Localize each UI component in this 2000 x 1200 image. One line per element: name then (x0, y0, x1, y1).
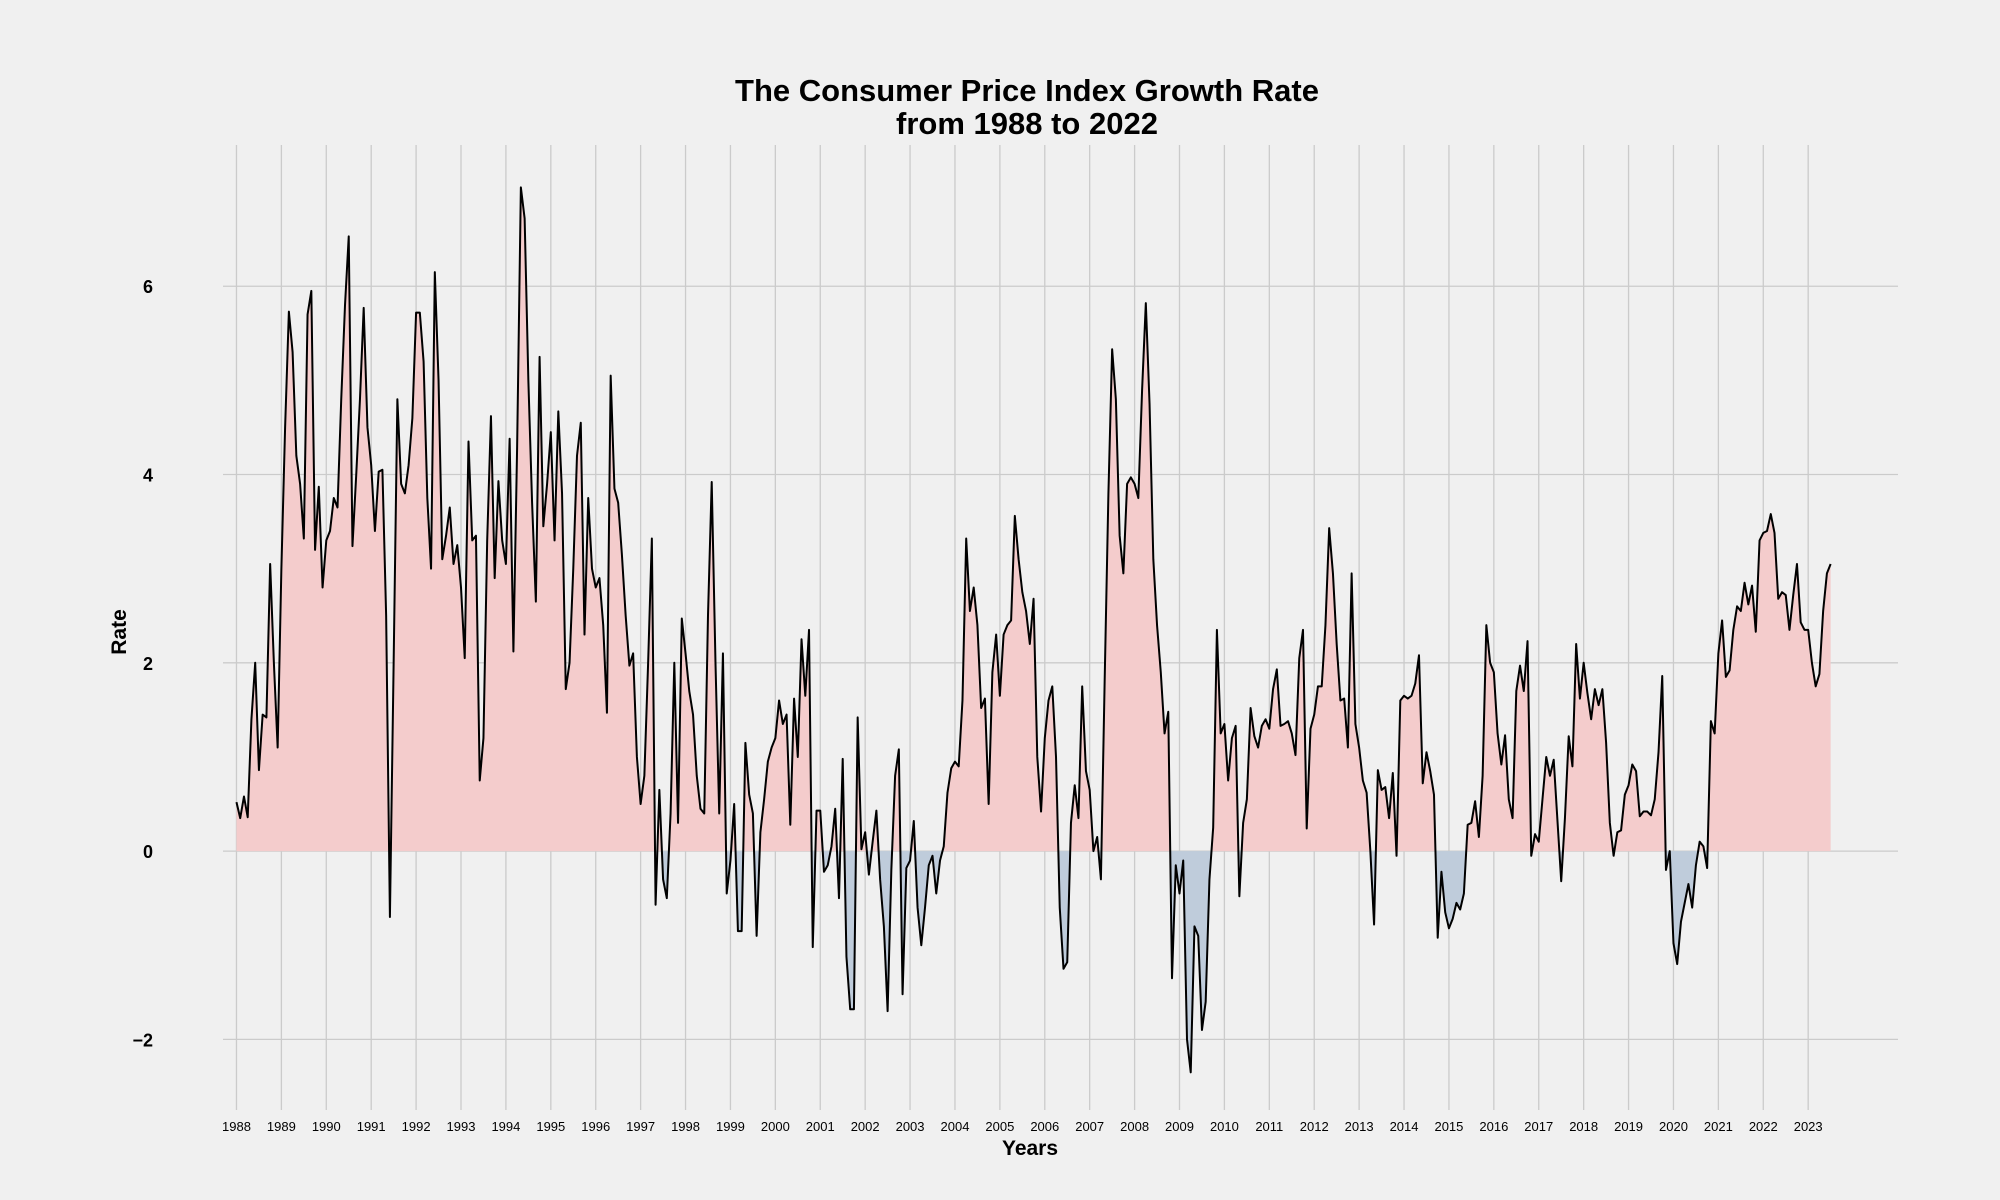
chart-title: The Consumer Price Index Growth Rate (735, 73, 1319, 108)
x-tick-label: 2006 (1030, 1119, 1059, 1134)
y-tick-labels: −2 0 2 4 6 (132, 277, 153, 1050)
x-tick-label: 1988 (222, 1119, 251, 1134)
y-axis-label: Rate (108, 609, 131, 655)
y-tick-label: −2 (132, 1030, 153, 1050)
x-tick-label: 2004 (941, 1119, 970, 1134)
positive-area-fill (236, 187, 1831, 852)
y-tick-label: 4 (143, 466, 153, 486)
x-tick-label: 2021 (1704, 1119, 1733, 1134)
x-tick-label: 2022 (1749, 1119, 1778, 1134)
x-tick-label: 1996 (581, 1119, 610, 1134)
x-tick-label: 2003 (896, 1119, 925, 1134)
x-tick-label: 2018 (1569, 1119, 1598, 1134)
x-tick-label: 1995 (536, 1119, 565, 1134)
x-tick-labels: 1988 1989 1990 1991 1992 1993 1994 1995 1996 1997… (222, 1119, 1823, 1134)
x-tick-label: 2016 (1479, 1119, 1508, 1134)
cpi-rate-line (235, 186, 1832, 1074)
x-tick-label: 1998 (671, 1119, 700, 1134)
y-tick-label: 2 (143, 654, 153, 674)
x-tick-label: 1991 (357, 1119, 386, 1134)
x-tick-label: 2005 (985, 1119, 1014, 1134)
x-tick-label: 2017 (1524, 1119, 1553, 1134)
x-tick-label: 2010 (1210, 1119, 1239, 1134)
x-tick-label: 1997 (626, 1119, 655, 1134)
x-tick-label: 1990 (312, 1119, 341, 1134)
x-tick-label: 2019 (1614, 1119, 1643, 1134)
x-tick-label: 1999 (716, 1119, 745, 1134)
y-tick-label: 6 (143, 277, 153, 297)
x-tick-label: 1992 (402, 1119, 431, 1134)
x-tick-label: 2001 (806, 1119, 835, 1134)
x-tick-label: 1989 (267, 1119, 296, 1134)
x-tick-label: 2015 (1434, 1119, 1463, 1134)
x-tick-label: 2011 (1255, 1119, 1283, 1134)
x-tick-label: 2009 (1165, 1119, 1194, 1134)
y-tick-label: 0 (143, 842, 153, 862)
x-tick-label: 1993 (447, 1119, 476, 1134)
x-tick-label: 2012 (1300, 1119, 1329, 1134)
x-tick-label: 1994 (491, 1119, 520, 1134)
chart-subtitle: from 1988 to 2022 (896, 106, 1158, 141)
x-tick-label: 2002 (851, 1119, 880, 1134)
x-axis-label: Years (1002, 1137, 1058, 1160)
x-tick-label: 2023 (1794, 1119, 1823, 1134)
x-tick-label: 2007 (1075, 1119, 1104, 1134)
x-tick-label: 2013 (1345, 1119, 1374, 1134)
x-tick-label: 2020 (1659, 1119, 1688, 1134)
x-tick-label: 2008 (1120, 1119, 1149, 1134)
x-tick-label: 2000 (761, 1119, 790, 1134)
x-tick-label: 2014 (1390, 1119, 1419, 1134)
